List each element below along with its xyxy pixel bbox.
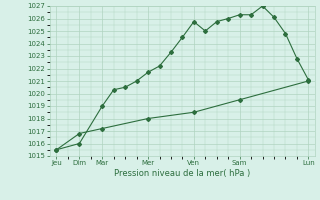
X-axis label: Pression niveau de la mer( hPa ): Pression niveau de la mer( hPa ) xyxy=(114,169,251,178)
